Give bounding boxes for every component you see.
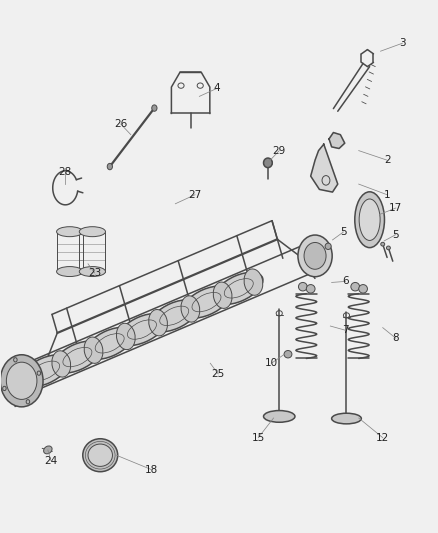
Ellipse shape: [298, 282, 307, 291]
Ellipse shape: [118, 313, 166, 345]
Text: 26: 26: [114, 119, 127, 129]
Ellipse shape: [117, 324, 135, 350]
Ellipse shape: [298, 235, 332, 277]
Text: 8: 8: [392, 333, 399, 343]
Ellipse shape: [325, 243, 331, 249]
Text: 29: 29: [272, 146, 286, 156]
Ellipse shape: [57, 227, 83, 237]
Ellipse shape: [79, 266, 106, 277]
Ellipse shape: [21, 355, 69, 387]
Ellipse shape: [244, 269, 263, 295]
Text: 23: 23: [88, 268, 101, 278]
Ellipse shape: [150, 300, 198, 332]
Text: 17: 17: [389, 203, 403, 213]
Ellipse shape: [304, 243, 326, 269]
Ellipse shape: [83, 439, 118, 472]
Ellipse shape: [306, 285, 315, 293]
Text: 7: 7: [343, 325, 349, 335]
Ellipse shape: [22, 364, 41, 390]
Ellipse shape: [44, 446, 52, 454]
Ellipse shape: [0, 355, 43, 407]
Text: 28: 28: [59, 167, 72, 177]
Ellipse shape: [107, 164, 113, 169]
Text: 18: 18: [145, 465, 158, 474]
Text: 27: 27: [188, 190, 201, 200]
Ellipse shape: [359, 285, 367, 293]
Text: 5: 5: [392, 230, 399, 240]
Text: 12: 12: [376, 433, 389, 443]
Ellipse shape: [57, 266, 83, 277]
Text: 5: 5: [340, 227, 347, 237]
Ellipse shape: [53, 341, 102, 373]
Ellipse shape: [52, 351, 71, 377]
Ellipse shape: [182, 286, 231, 318]
Ellipse shape: [181, 296, 200, 322]
Ellipse shape: [79, 227, 106, 237]
Text: 24: 24: [44, 456, 57, 465]
Ellipse shape: [88, 444, 113, 466]
Ellipse shape: [381, 243, 385, 246]
Ellipse shape: [264, 158, 272, 167]
Text: 2: 2: [384, 155, 390, 165]
Text: 3: 3: [399, 38, 406, 48]
Text: 1: 1: [384, 190, 390, 200]
Ellipse shape: [355, 192, 385, 248]
Ellipse shape: [351, 282, 360, 291]
Ellipse shape: [84, 337, 103, 364]
Text: 25: 25: [212, 369, 225, 379]
Polygon shape: [311, 144, 338, 192]
Polygon shape: [329, 133, 345, 149]
Ellipse shape: [85, 327, 134, 359]
Ellipse shape: [386, 246, 390, 250]
Ellipse shape: [152, 105, 157, 111]
Ellipse shape: [284, 351, 292, 358]
Text: 15: 15: [252, 433, 265, 443]
Ellipse shape: [215, 272, 263, 304]
Text: 6: 6: [343, 277, 349, 286]
Ellipse shape: [332, 413, 361, 424]
Ellipse shape: [213, 282, 232, 309]
Ellipse shape: [148, 310, 167, 336]
Ellipse shape: [359, 199, 380, 240]
Ellipse shape: [7, 362, 37, 399]
Ellipse shape: [264, 410, 295, 422]
Text: 4: 4: [213, 83, 220, 93]
Text: 10: 10: [265, 358, 278, 368]
